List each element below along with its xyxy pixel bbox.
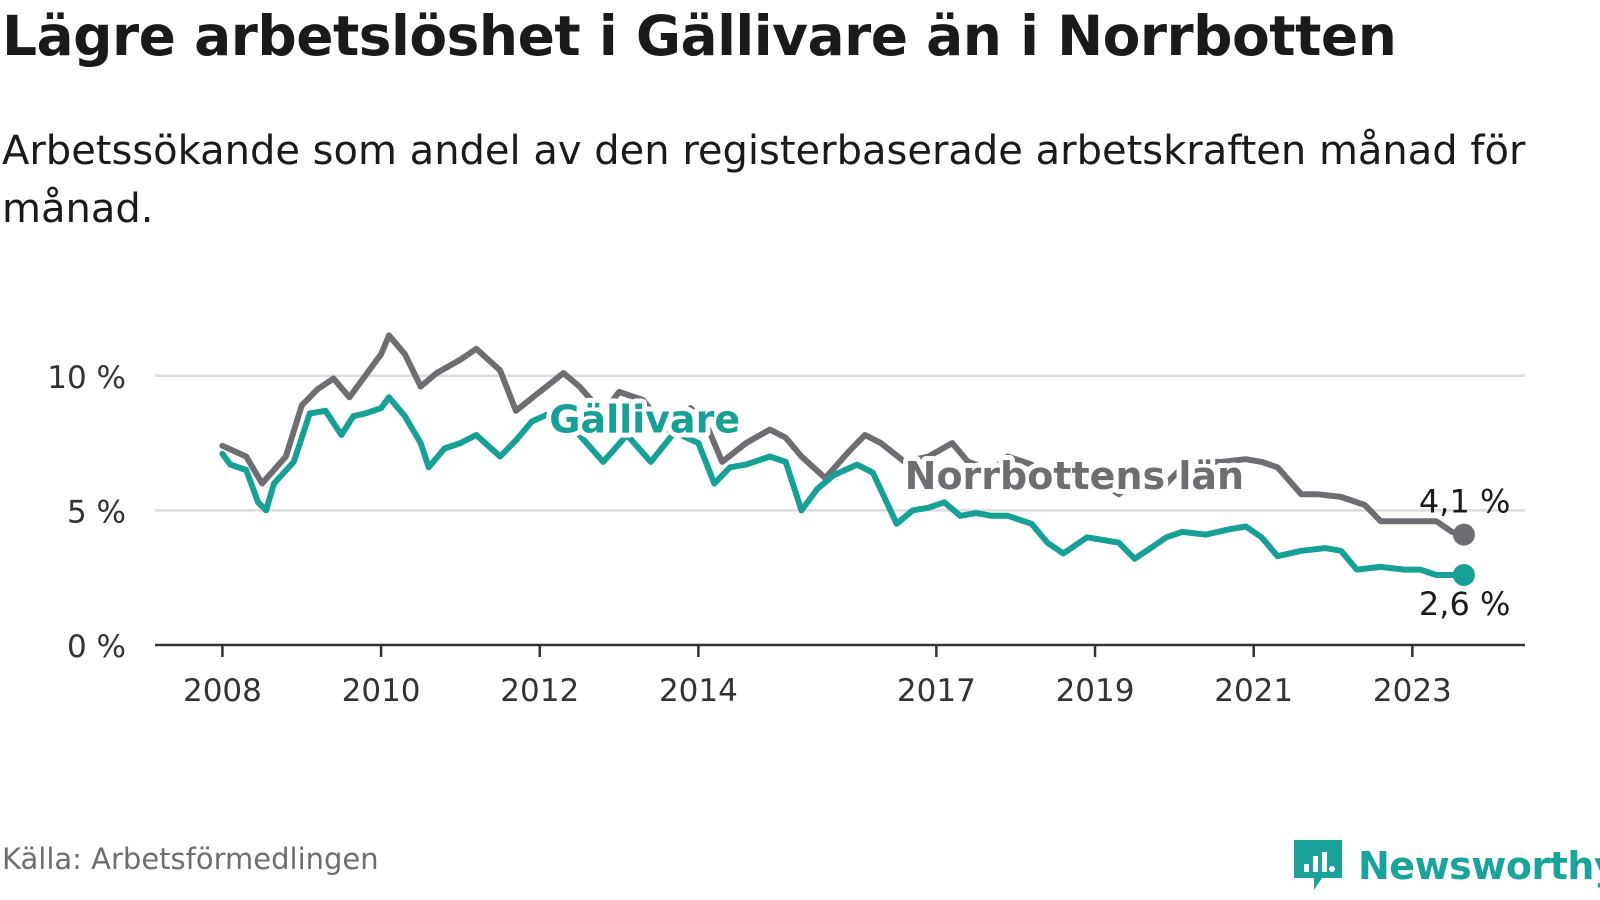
chart-title: Lägre arbetslöshet i Gällivare än i Norr… (2, 4, 1397, 68)
annotation-halo: Norrbottens län (905, 454, 1244, 498)
x-tick-label: 2010 (342, 673, 421, 709)
series-annotation-norrbotten: Norrbottens län (905, 454, 1244, 498)
series-line-gallivare (219, 394, 1467, 578)
y-tick-label: 10 % (47, 360, 126, 396)
brand-logo: Newsworthy (1292, 838, 1600, 894)
series-annotation-gallivare: Gällivare (549, 397, 740, 441)
series-line-norrbotten (219, 332, 1467, 538)
end-point-gallivare (1452, 564, 1475, 586)
x-tick-label: 2008 (183, 673, 262, 709)
end-value-label: 4,1 % (1419, 483, 1510, 521)
y-tick-label: 5 % (67, 494, 126, 530)
chart-subtitle: Arbetssökande som andel av den registerb… (2, 128, 1526, 232)
x-tick-label: 2017 (897, 673, 976, 709)
x-tick-label: 2019 (1056, 673, 1135, 709)
y-tick-label: 0 % (67, 629, 126, 665)
end-point-norrbotten (1452, 523, 1475, 546)
end-value-label: 2,6 % (1419, 585, 1510, 623)
annotation-halo: Gällivare (549, 397, 740, 441)
x-tick-label: 2023 (1373, 673, 1452, 709)
source-note: Källa: Arbetsförmedlingen (2, 842, 379, 876)
x-tick-label: 2012 (500, 673, 579, 709)
brand-name: Newsworthy (1358, 844, 1600, 888)
newsworthy-logo-icon (1294, 840, 1342, 890)
x-tick-label: 2014 (659, 673, 738, 709)
x-tick-label: 2021 (1214, 673, 1293, 709)
